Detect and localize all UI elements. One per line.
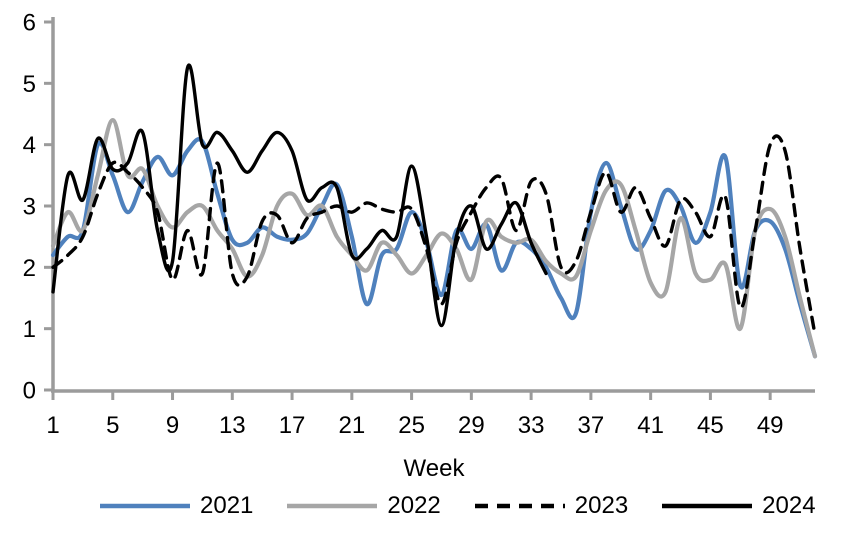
x-tick-label: 41 bbox=[637, 412, 664, 439]
series-line-2021 bbox=[50, 137, 818, 359]
legend-item-2022: 2022 bbox=[287, 492, 441, 520]
legend-line-sample bbox=[287, 503, 378, 509]
x-tick-label: 5 bbox=[106, 412, 119, 439]
y-tick-label: 5 bbox=[23, 71, 36, 98]
series-line-2024 bbox=[51, 63, 548, 328]
legend-label-2022: 2022 bbox=[387, 492, 441, 519]
legend-item-2024: 2024 bbox=[662, 492, 816, 520]
x-axis-title: Week bbox=[403, 455, 465, 482]
legend-line-sample bbox=[100, 503, 190, 509]
x-tick-label: 25 bbox=[398, 412, 425, 439]
x-tick-label: 9 bbox=[166, 412, 179, 439]
x-tick-label: 45 bbox=[697, 412, 724, 439]
x-tick-label: 37 bbox=[578, 412, 605, 439]
legend-label-2021: 2021 bbox=[200, 492, 254, 519]
x-tick-label: 13 bbox=[219, 412, 246, 439]
legend-item-2023: 2023 bbox=[474, 492, 629, 520]
legend-item-2021: 2021 bbox=[100, 492, 253, 520]
y-tick-label: 3 bbox=[23, 194, 36, 221]
series-line-2023 bbox=[51, 134, 817, 337]
x-tick-label: 49 bbox=[757, 412, 784, 439]
x-tick-label: 29 bbox=[458, 412, 485, 439]
y-tick-label: 2 bbox=[23, 255, 36, 282]
legend-label-2024: 2024 bbox=[762, 492, 816, 519]
y-tick-label: 4 bbox=[23, 132, 36, 159]
legend-line-sample bbox=[662, 503, 753, 509]
legend-label-2023: 2023 bbox=[574, 492, 629, 519]
x-tick-label: 33 bbox=[518, 412, 545, 439]
y-tick-label: 6 bbox=[23, 10, 36, 37]
series-line-2022 bbox=[50, 118, 818, 359]
x-tick-label: 17 bbox=[279, 412, 306, 439]
chart-legend: 2021 2022 2023 2024 bbox=[100, 492, 816, 520]
y-tick-label: 0 bbox=[23, 378, 36, 405]
legend-line-sample bbox=[474, 503, 565, 509]
x-tick-label: 21 bbox=[338, 412, 365, 439]
y-tick-label: 1 bbox=[23, 316, 36, 343]
x-tick-label: 1 bbox=[46, 412, 59, 439]
